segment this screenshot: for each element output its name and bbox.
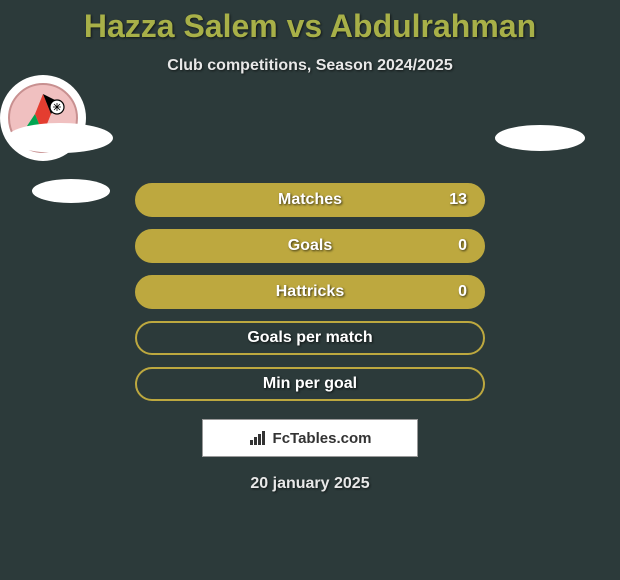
stat-label: Matches bbox=[278, 191, 342, 209]
player-left-badge-1 bbox=[7, 123, 113, 153]
stat-value-right: 13 bbox=[449, 191, 467, 209]
stat-value-right: 0 bbox=[458, 237, 467, 255]
attribution-text: FcTables.com bbox=[273, 430, 372, 447]
player-right-badge-1 bbox=[495, 125, 585, 151]
stat-pill-matches: Matches 13 bbox=[135, 183, 485, 217]
stat-pill-min-per-goal: Min per goal bbox=[135, 367, 485, 401]
stat-row: Hattricks 0 bbox=[135, 275, 485, 309]
chart-bar-icon bbox=[249, 430, 267, 446]
stat-label: Hattricks bbox=[276, 283, 344, 301]
stats-container: Matches 13 Goals 0 Hattricks 0 Goals per… bbox=[0, 183, 620, 401]
stat-pill-goals: Goals 0 bbox=[135, 229, 485, 263]
stat-label: Goals per match bbox=[247, 329, 372, 347]
attribution-link[interactable]: FcTables.com bbox=[202, 419, 418, 457]
stat-row: Matches 13 bbox=[135, 183, 485, 217]
page-title: Hazza Salem vs Abdulrahman bbox=[0, 0, 620, 45]
stat-value-right: 0 bbox=[458, 283, 467, 301]
date-text: 20 january 2025 bbox=[0, 475, 620, 493]
player-left-badge-2 bbox=[32, 179, 110, 203]
stat-row: Goals per match bbox=[135, 321, 485, 355]
stat-row: Goals 0 bbox=[135, 229, 485, 263]
stat-row: Min per goal bbox=[135, 367, 485, 401]
stat-pill-hattricks: Hattricks 0 bbox=[135, 275, 485, 309]
stat-label: Min per goal bbox=[263, 375, 357, 393]
stat-pill-goals-per-match: Goals per match bbox=[135, 321, 485, 355]
stat-label: Goals bbox=[288, 237, 332, 255]
subtitle: Club competitions, Season 2024/2025 bbox=[0, 57, 620, 75]
